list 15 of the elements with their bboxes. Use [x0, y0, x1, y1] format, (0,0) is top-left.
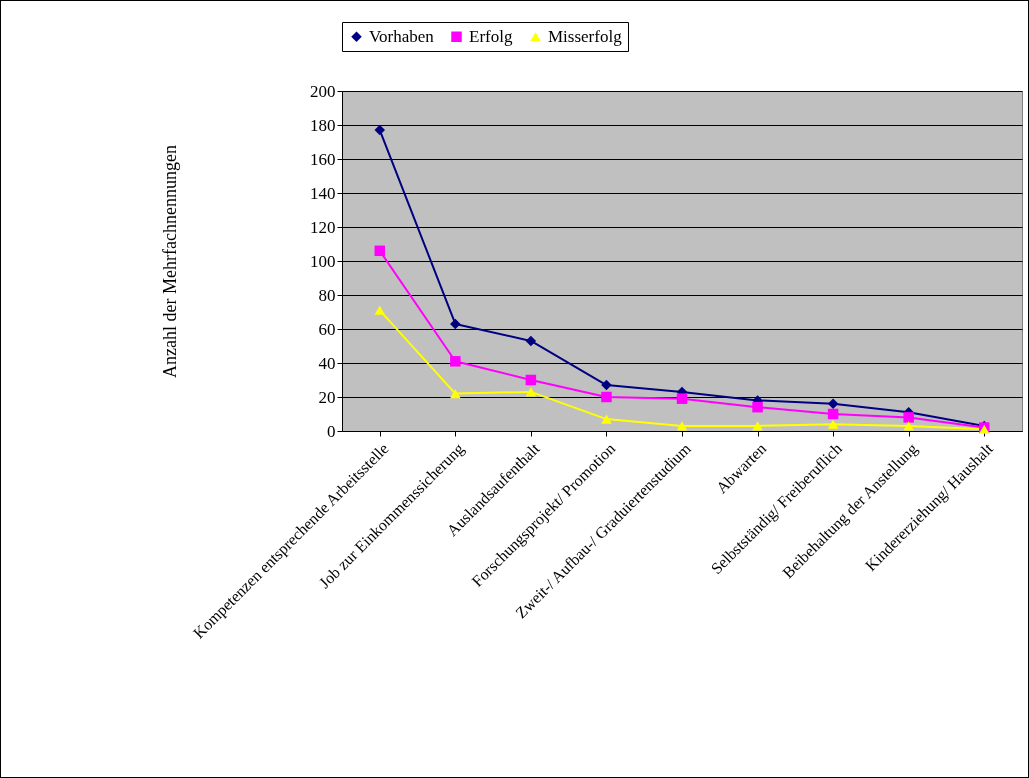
y-tick-label: 140: [310, 183, 336, 203]
y-tick-label: 100: [310, 251, 336, 271]
legend-label: Vorhaben: [369, 26, 435, 46]
y-tick-label: 0: [327, 421, 336, 441]
y-tick-label: 200: [310, 81, 336, 101]
y-tick-label: 20: [318, 387, 336, 407]
y-tick-label: 40: [318, 353, 336, 373]
y-tick-label: 120: [310, 217, 336, 237]
y-tick-label: 60: [318, 319, 336, 339]
y-tick-label: 160: [310, 149, 336, 169]
legend-label: Erfolg: [469, 26, 513, 46]
y-axis-title: Anzahl der Mehrfachnennungen: [160, 145, 180, 378]
y-tick-label: 180: [310, 115, 336, 135]
legend-label: Misserfolg: [548, 26, 623, 46]
y-tick-label: 80: [318, 285, 336, 305]
